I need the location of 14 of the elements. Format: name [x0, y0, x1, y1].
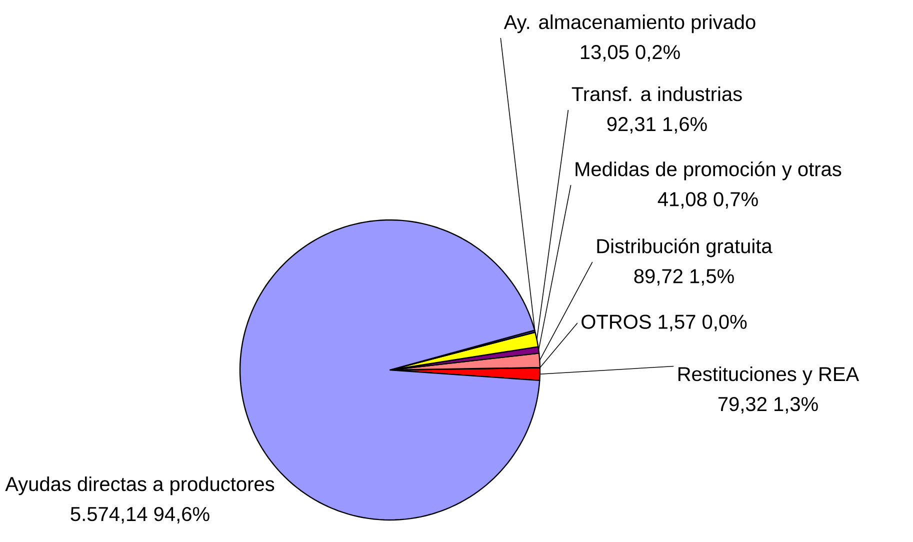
- data-label: 89,72 1,5%: [634, 269, 734, 286]
- slice-label: Ayudas directas a productores: [5, 476, 274, 496]
- data-label: 41,08 0,7%: [658, 192, 758, 209]
- slice-label: Restituciones y REA: [678, 366, 860, 386]
- slice-label: Medidas de promoción y otras: [576, 161, 842, 180]
- slice-label: Transf. a industrias: [572, 86, 742, 102]
- data-label: 92,31 1,6%: [607, 116, 707, 134]
- slice-label: OTROS: [582, 314, 651, 329]
- slice-label: Distribución gratuita: [597, 238, 772, 258]
- slice-label: Ay. almacenamiento privado: [504, 14, 756, 34]
- data-label: 1,57 0,0%: [658, 314, 747, 332]
- data-label: 79,32 1,3%: [718, 396, 818, 414]
- data-label: 13,05 0,2%: [580, 44, 680, 62]
- data-label: 5.574,14 94,6%: [70, 506, 210, 524]
